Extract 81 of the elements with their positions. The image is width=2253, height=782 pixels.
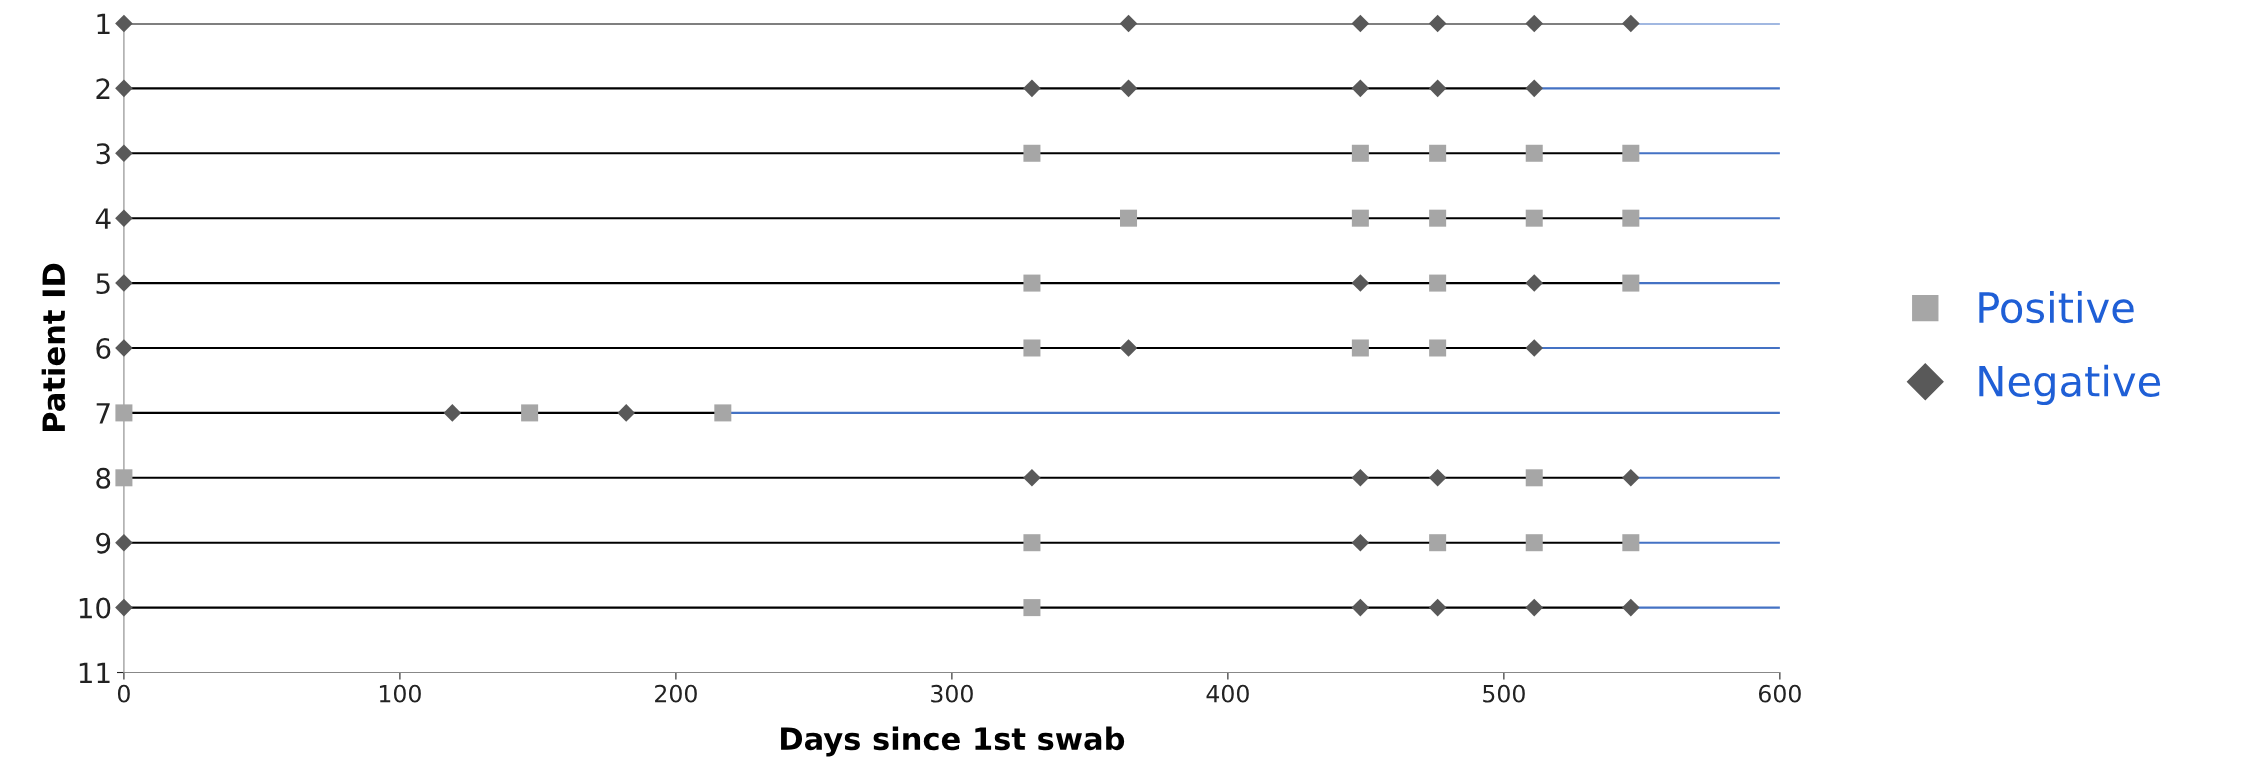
y-tick-label: 5 [96,273,110,295]
point [115,209,133,227]
point [1525,598,1544,617]
point [443,404,462,422]
x-tick-label: 300 [931,684,973,703]
x-tick-label: 200 [655,684,697,703]
y-tick-label: 4 [95,208,111,229]
point [115,469,133,487]
point [1525,14,1544,33]
point [1023,144,1041,162]
point [1525,274,1544,292]
point [1525,144,1543,162]
point [1429,209,1447,227]
x-axis-title: Days since 1st swab [781,726,1125,757]
point [1428,469,1447,487]
point [521,404,539,422]
point [1429,144,1447,162]
point [1622,14,1640,33]
y-tick-label: 7 [96,403,110,424]
y-tick-label: 10 [79,597,111,619]
y-tick-label: 1 [97,13,110,35]
point [1428,79,1447,98]
point [1351,14,1370,33]
point [115,533,133,552]
x-tick-label: 0 [117,684,130,703]
point [1351,79,1370,98]
y-tick-label: 6 [96,337,111,359]
point [115,14,133,33]
legend-label: Positive [1979,291,2134,324]
point [1622,209,1640,227]
point [1023,274,1041,292]
point [1351,339,1369,357]
point [1023,339,1041,357]
point [1023,599,1041,617]
point [1023,534,1041,552]
point [1525,209,1543,227]
point [115,339,133,357]
y-tick-label: 9 [96,532,111,554]
point [115,598,133,617]
point [1023,469,1041,487]
point [1351,533,1370,552]
x-tick-label: 600 [1758,684,1801,703]
point [1525,79,1544,98]
point [1429,534,1447,552]
y-tick-label: 2 [96,78,110,99]
point [115,274,133,292]
y-tick-label: 8 [96,467,111,489]
point [1119,14,1138,33]
point [1428,598,1447,617]
y-axis-title: Patient ID [41,263,66,432]
point [1119,79,1138,98]
x-tick-label: 100 [379,684,421,703]
point [1525,469,1543,487]
legend-label: Negative [1979,364,2161,405]
point [1525,534,1543,552]
point [617,404,635,422]
point [714,404,732,422]
point [1622,144,1640,162]
y-tick-label: 3 [96,143,110,165]
point [115,79,133,98]
x-tick-label: 400 [1206,684,1249,703]
point [1351,144,1369,162]
point [1429,274,1447,292]
point [1622,534,1640,552]
x-tick-label: 500 [1483,684,1525,703]
point [1622,469,1640,487]
point [1120,209,1138,227]
point [1023,79,1041,98]
point [1351,469,1370,487]
point [115,144,133,163]
point [1351,274,1370,292]
point [115,404,133,422]
point [1119,339,1138,357]
point [1429,339,1447,357]
point [1351,598,1370,617]
point [1622,274,1640,292]
point [1525,339,1544,357]
point [1622,598,1640,617]
y-tick-label: 11 [79,662,110,684]
point [1351,209,1369,227]
point [1428,14,1447,33]
